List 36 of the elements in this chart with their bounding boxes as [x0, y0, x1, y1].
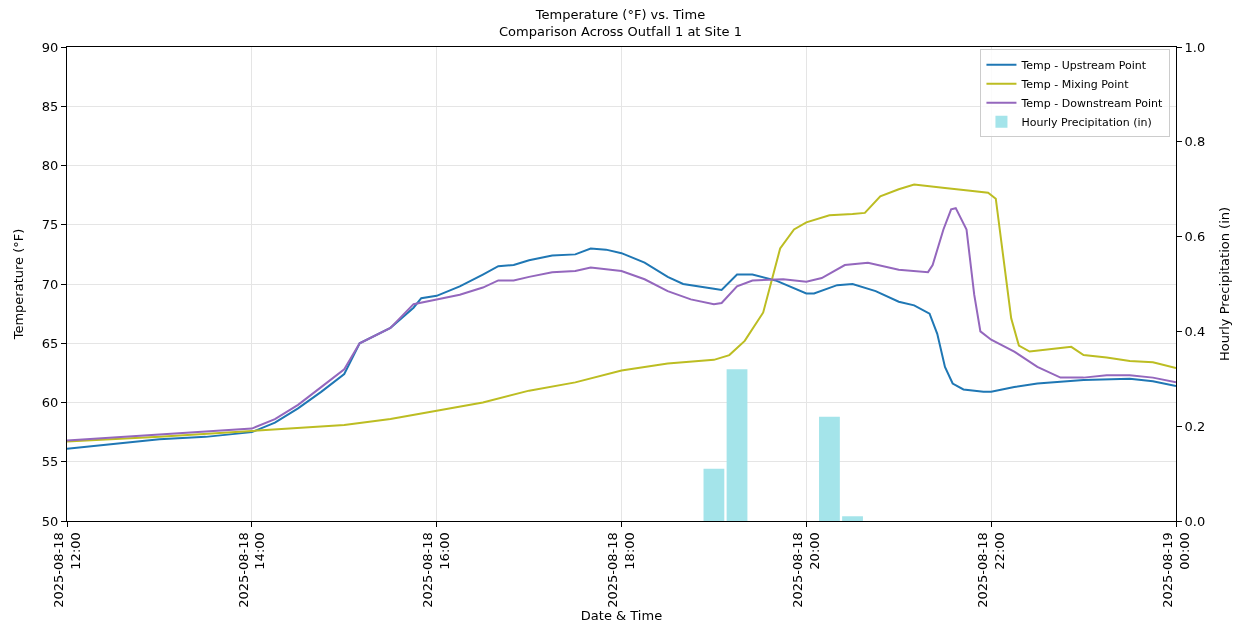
x-tick-label: 2025-08-18 18:00	[605, 532, 638, 608]
y-tick-label: 90	[41, 39, 59, 55]
x-tick-label: 2025-08-18 16:00	[420, 532, 453, 608]
y-tick-label: 55	[41, 454, 59, 470]
x-tick-label: 2025-08-18 20:00	[790, 532, 823, 608]
chart-subtitle: Comparison Across Outfall 1 at Site 1	[499, 24, 742, 40]
y2-tick-label: 0.4	[1184, 323, 1206, 339]
line-series	[67, 247, 1176, 450]
y2-axis-title: Hourly Precipitation (in)	[1216, 206, 1232, 362]
y2-tick-label: 1.0	[1184, 39, 1206, 55]
y2-tick-label: 0.2	[1184, 418, 1206, 434]
y-tick-label: 65	[41, 335, 59, 351]
y-tick-label: 80	[41, 158, 59, 174]
x-tick-label: 2025-08-19 00:00	[1159, 532, 1192, 608]
x-tick-label: 2025-08-18 12:00	[50, 532, 83, 608]
y2-tick-label: 0.8	[1184, 134, 1206, 150]
legend-label: Hourly Precipitation (in)	[1021, 116, 1152, 130]
x-axis-title: Date & Time	[580, 608, 663, 624]
bar	[703, 468, 725, 521]
bar	[842, 516, 863, 521]
legend-label: Temp - Upstream Point	[1020, 59, 1147, 73]
y-axis-title: Temperature (°F)	[10, 228, 26, 341]
y-tick-label: 70	[41, 276, 59, 292]
legend-label: Temp - Mixing Point	[1020, 78, 1130, 92]
y-tick-label: 60	[41, 395, 59, 411]
x-tick-label: 2025-08-18 14:00	[235, 532, 268, 608]
y-tick-label: 85	[41, 98, 59, 114]
chart-title: Temperature (°F) vs. Time	[534, 7, 706, 23]
y2-tick-label: 0.6	[1184, 229, 1206, 245]
legend-label: Temp - Downstream Point	[1020, 97, 1163, 111]
bar	[819, 416, 840, 521]
y-tick-label: 50	[41, 513, 59, 529]
x-tick-label: 2025-08-18 22:00	[974, 532, 1007, 608]
bar	[726, 369, 748, 521]
y-tick-label: 75	[41, 217, 59, 233]
y2-tick-label: 0.0	[1184, 513, 1206, 529]
